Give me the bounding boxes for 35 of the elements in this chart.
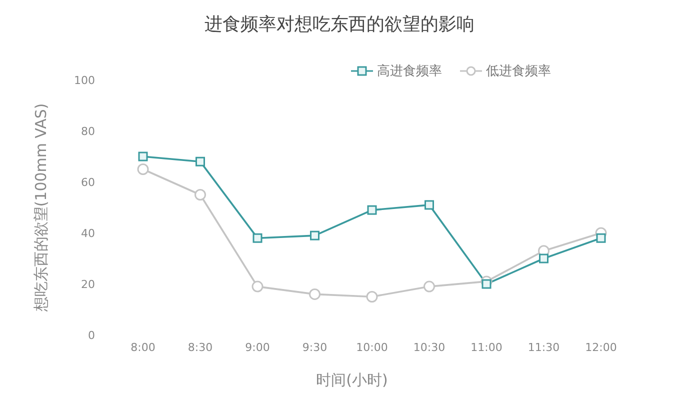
x-tick-label: 8:00 [130,340,156,354]
point [252,280,264,292]
point [194,189,206,200]
x-tick-label: 9:00 [245,340,270,354]
x-axis-title: 时间(小时) [316,371,388,389]
y-tick-label: 60 [81,176,95,189]
point [196,156,205,166]
x-tick-label: 9:30 [302,340,328,354]
point [252,233,262,243]
y-tick-label: 0 [88,328,95,342]
y-tick-label: 40 [81,226,95,240]
point [424,200,434,210]
chart-title: 进食频率对想吃东西的欲望的影响 [204,13,476,37]
x-tick-label: 8:30 [188,340,213,354]
point [424,280,435,292]
y-tick-label: 20 [81,278,95,291]
point [366,291,378,302]
x-tick-label: 10:00 [356,340,388,354]
point [596,233,606,243]
y-tick-label: 80 [81,124,95,138]
legend-label: 低进食频率 [485,63,551,80]
x-tick-label: 11:00 [470,340,502,354]
point [309,288,320,300]
point [367,205,377,215]
legend-label: 高进食频率 [376,63,442,80]
point [539,254,548,264]
x-tick-label: 10:30 [413,340,446,354]
point [310,230,320,240]
x-tick-label: 11:30 [528,340,560,354]
y-axis-title: 想吃东西的欲望(100mm VAS) [32,103,50,313]
point [482,279,492,289]
point [137,164,149,175]
y-tick-label: 100 [74,74,95,87]
x-tick-label: 12:00 [585,340,617,354]
point [138,152,148,162]
